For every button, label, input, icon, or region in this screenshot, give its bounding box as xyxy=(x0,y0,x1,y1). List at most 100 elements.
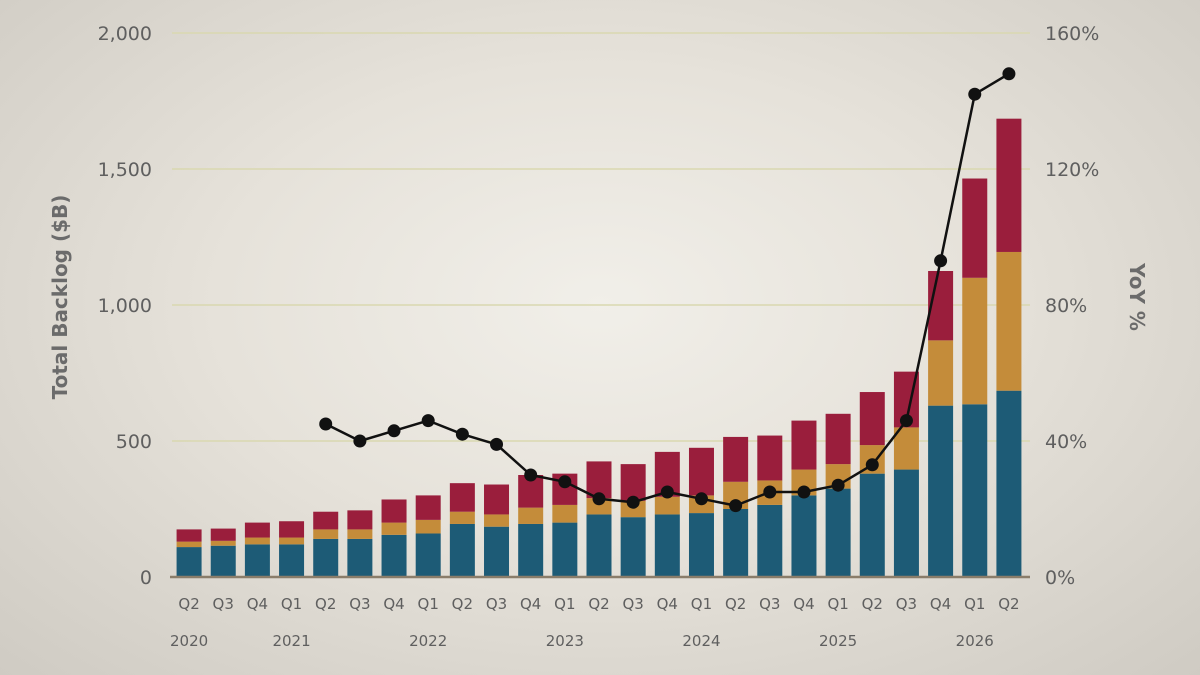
bar-segment xyxy=(928,405,954,577)
y-tick-label: 2,000 xyxy=(98,23,152,45)
yoy-point xyxy=(319,417,333,431)
bar-segment xyxy=(859,392,885,446)
bar-segment xyxy=(893,427,919,470)
x-tick-label: Q3 xyxy=(349,595,370,613)
bar-segment xyxy=(620,500,646,518)
bar-segment xyxy=(415,495,441,520)
bar-segment xyxy=(654,514,680,577)
x-tick-label: Q4 xyxy=(930,595,951,613)
yoy-point xyxy=(455,427,469,441)
bar-segment xyxy=(415,533,441,577)
y-tick-label: 500 xyxy=(116,431,152,453)
x-tick-label: Q1 xyxy=(691,595,712,613)
x-tick-label: Q1 xyxy=(418,595,439,613)
yoy-point xyxy=(694,492,708,506)
bar-segment xyxy=(586,514,612,577)
x-tick-label: Q3 xyxy=(759,595,780,613)
bar-segment xyxy=(757,435,783,481)
bar-segment xyxy=(825,413,851,465)
bar-segment xyxy=(928,340,954,406)
bar-segment xyxy=(176,541,202,548)
x-tick-label: Q4 xyxy=(657,595,678,613)
x-tick-label: Q4 xyxy=(247,595,268,613)
bar-segment xyxy=(381,522,407,535)
x-tick-label: Q2 xyxy=(588,595,609,613)
y-tick-label: 1,500 xyxy=(98,159,152,181)
bar-segment xyxy=(518,523,544,577)
bar-segment xyxy=(859,473,885,577)
bar-segment xyxy=(484,514,510,527)
bar-segment xyxy=(791,420,817,470)
x-tick-label: Q3 xyxy=(896,595,917,613)
y-axis-title: Total Backlog ($B) xyxy=(48,195,72,400)
yoy-point xyxy=(353,434,367,448)
bar-segment xyxy=(210,540,236,546)
year-label: 2021 xyxy=(272,632,310,650)
x-tick-label: Q2 xyxy=(998,595,1019,613)
bar-segment xyxy=(996,118,1022,252)
bar-segment xyxy=(586,498,612,515)
stacked-bars xyxy=(176,118,1022,577)
year-label: 2023 xyxy=(546,632,584,650)
yoy-point xyxy=(558,475,572,489)
bar-segment xyxy=(449,511,475,524)
x-tick-label: Q2 xyxy=(725,595,746,613)
x-tick-label: Q4 xyxy=(793,595,814,613)
yoy-point xyxy=(660,485,674,499)
yoy-point xyxy=(490,437,504,451)
x-tick-label: Q4 xyxy=(383,595,404,613)
bar-segment xyxy=(620,517,646,577)
bar-segment xyxy=(791,495,817,577)
yoy-point xyxy=(763,485,777,499)
y2-tick-label: 40% xyxy=(1045,431,1087,453)
bar-segment xyxy=(996,390,1022,577)
bar-segment xyxy=(347,538,373,577)
bar-segment xyxy=(620,464,646,501)
bar-segment xyxy=(176,547,202,577)
bar-segment xyxy=(586,461,612,499)
gridlines xyxy=(172,32,1030,442)
y-tick-label: 1,000 xyxy=(98,295,152,317)
bar-segment xyxy=(962,277,988,405)
bar-segment xyxy=(962,178,988,278)
bar-segment xyxy=(552,504,578,523)
yoy-point xyxy=(592,492,606,506)
bar-segment xyxy=(279,544,305,577)
bar-segment xyxy=(449,523,475,577)
year-label: 2022 xyxy=(409,632,447,650)
x-tick-label: Q3 xyxy=(213,595,234,613)
yoy-point xyxy=(524,468,538,482)
bar-segment xyxy=(723,509,749,577)
year-label: 2025 xyxy=(819,632,857,650)
yoy-point xyxy=(421,414,435,428)
y2-tick-label: 0% xyxy=(1045,567,1075,589)
x-tick-label: Q2 xyxy=(452,595,473,613)
yoy-point xyxy=(387,424,401,438)
x-tick-label: Q2 xyxy=(315,595,336,613)
x-tick-label: Q4 xyxy=(520,595,541,613)
bar-segment xyxy=(313,538,339,577)
bar-segment xyxy=(381,499,407,523)
axes: 0 0% 500 40% 1,000 80% 1,500 120% 2,000 160% Q2 Q3 Q… xyxy=(98,23,1100,650)
bar-segment xyxy=(313,511,339,530)
y2-tick-label: 80% xyxy=(1045,295,1087,317)
x-tick-label: Q2 xyxy=(862,595,883,613)
bar-segment xyxy=(176,529,202,542)
yoy-point xyxy=(865,458,879,472)
bar-segment xyxy=(518,507,544,524)
x-tick-label: Q1 xyxy=(827,595,848,613)
y-tick-label: 0 xyxy=(140,567,152,589)
bar-segment xyxy=(688,447,714,496)
x-tick-label: Q3 xyxy=(622,595,643,613)
bar-segment xyxy=(210,528,236,541)
bar-segment xyxy=(210,545,236,577)
x-tick-label: Q3 xyxy=(486,595,507,613)
bar-segment xyxy=(279,537,305,545)
yoy-point xyxy=(1002,67,1016,81)
y2-axis-title: YoY % xyxy=(1125,262,1149,331)
y2-tick-label: 120% xyxy=(1045,159,1099,181)
bar-segment xyxy=(688,513,714,577)
bar-segment xyxy=(484,484,510,515)
bar-segment xyxy=(244,537,270,545)
